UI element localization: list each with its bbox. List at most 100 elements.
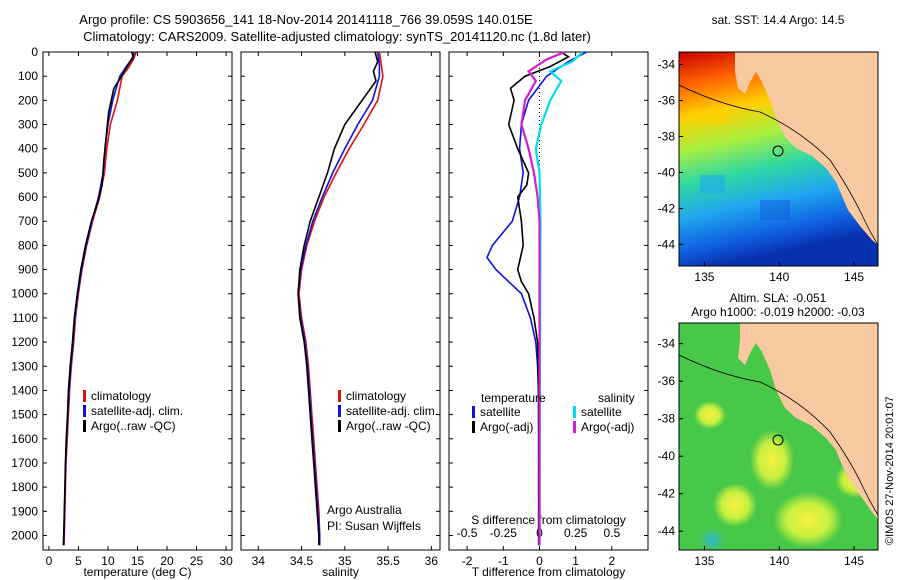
legend-entry: satellite-adj. clim. [91,404,183,418]
legend-entry: satellite [581,405,622,419]
figure-title-line2: Climatology: CARS2009. Satellite-adjuste… [83,29,591,44]
map-x-tick-label: 145 [844,554,864,568]
x-tick-label: 1 [572,554,579,568]
x-tick-label: 36 [425,554,439,568]
y-tick-label: 1100 [12,311,38,325]
imos-credit: ©IMOS 27-Nov-2014 20:01:07 [884,396,896,545]
x-axis-label: T difference from climatology [472,565,626,579]
y-tick-label: 1300 [11,359,38,373]
legend-entry: satellite [480,405,521,419]
x-tick-label: -2 [462,554,473,568]
difference-panel-frame [448,51,649,551]
sla-shelf-contour [679,354,878,516]
map-y-tick-label: -34 [658,337,676,351]
legend-swatch [338,390,341,402]
salinity-panel: 34 34.5 35 35.5 36 salinity climatologysatelli… [240,51,441,579]
legend-swatch [573,406,576,418]
s-tick-label: 0.5 [603,526,620,540]
y-tick-label: 100 [18,69,38,83]
y-tick-label: 1200 [11,335,38,349]
x-tick-label: 0 [536,554,543,568]
salinity-panel-frame [240,51,441,551]
y-tick-label: 2000 [11,528,38,542]
sla-blob-3 [713,483,757,527]
map-y-tick-label: -38 [658,412,676,426]
x-tick-label: 10 [101,554,115,568]
legend-swatch [472,421,475,433]
x-tick-label: 2 [608,554,615,568]
map-y-tick-label: -34 [658,58,676,72]
map-y-tick-label: -36 [658,374,676,388]
map-x-tick-label: 140 [769,270,789,284]
sst-land [735,52,878,245]
y-tick-label: 500 [18,166,38,180]
temperature-panel-frame [42,51,233,551]
y-tick-label: 1900 [11,504,38,518]
map-y-tick-label: -44 [658,237,676,251]
sst-map-ticks: 135 140 145 -34 -36 -38 -40 -42 -44 [658,58,865,284]
x-tick-label: 25 [190,554,204,568]
x-tick-label: 34 [252,554,266,568]
y-tick-label: 1800 [11,480,38,494]
sla-map-title-line1: Altim. SLA: -0.051 [730,291,827,305]
y-tick-label: 800 [18,238,38,252]
x-tick-label: 35.5 [376,554,400,568]
series-line-climatology [298,51,384,546]
sla-map-ticks: 135 140 145 -34 -36 -38 -40 -42 -44 [658,337,865,568]
sst-argo-location [772,145,784,157]
sla-land [738,323,878,520]
x-tick-label: -1 [498,554,509,568]
y-tick-label: 1400 [11,383,38,397]
legend-swatch [338,420,341,432]
annotation-line2: PI: Susan Wijffels [327,519,421,533]
y-tick-label: 1000 [11,287,38,301]
legend-entry: climatology [91,389,151,403]
series-line-argo [297,51,379,546]
legend-swatch [338,405,341,417]
sla-map-frame [678,322,879,551]
sla-blob-6 [698,528,726,550]
map-y-tick-label: -42 [658,487,676,501]
legend-swatch [83,420,86,432]
sst-noise-1 [700,175,725,193]
x-axis-label: salinity [322,565,359,579]
s-tick-label: -0.25 [490,526,518,540]
sst-map-title: sat. SST: 14.4 Argo: 14.5 [712,13,845,27]
y-tick-label: 0 [31,45,38,59]
series-line-argo [507,51,570,546]
legend-entry: Argo(..raw -QC) [91,419,176,433]
legend-swatch [83,390,86,402]
map-x-tick-label: 135 [694,270,714,284]
legend-entry: climatology [346,389,406,403]
y-tick-label: 200 [18,93,38,107]
annotation-line1: Argo Australia [327,503,402,517]
y-tick-label: 1500 [11,408,38,422]
x-tick-label: 5 [75,554,82,568]
map-x-tick-label: 140 [769,554,789,568]
sst-map: sat. SST: 14.4 Argo: 14.5 135 140 145 -34 -3… [658,13,879,284]
legend-swatch [573,421,576,433]
x-tick-label: 34.5 [290,554,314,568]
y-tick-label: 600 [18,190,38,204]
map-x-tick-label: 135 [694,554,714,568]
legend-title-temperature: temperature [481,391,546,405]
map-y-tick-label: -42 [658,201,676,215]
legend-entry: Argo(-adj) [581,420,634,434]
y-tick-label: 900 [18,263,38,277]
sla-map-title-line2: Argo h1000: -0.019 h2000: -0.03 [691,305,865,319]
legend-title-salinity: salinity [598,391,635,405]
map-x-tick-label: 145 [844,270,864,284]
sla-argo-location [772,434,784,446]
map-y-tick-label: -40 [658,449,676,463]
y-tick-label: 300 [18,118,38,132]
sst-shelf-contour [679,84,878,246]
figure-title-line1: Argo profile: CS 5903656_141 18-Nov-2014… [79,12,533,27]
sla-blob-1 [750,430,794,490]
sla-map: Altim. SLA: -0.051 Argo h1000: -0.019 h2… [658,291,879,568]
x-tick-label: 0 [46,554,53,568]
y-tick-label: 1600 [11,432,38,446]
y-tick-label: 400 [18,142,38,156]
x-tick-label: 15 [131,554,145,568]
s-axis-label: S difference from climatology [471,513,626,527]
